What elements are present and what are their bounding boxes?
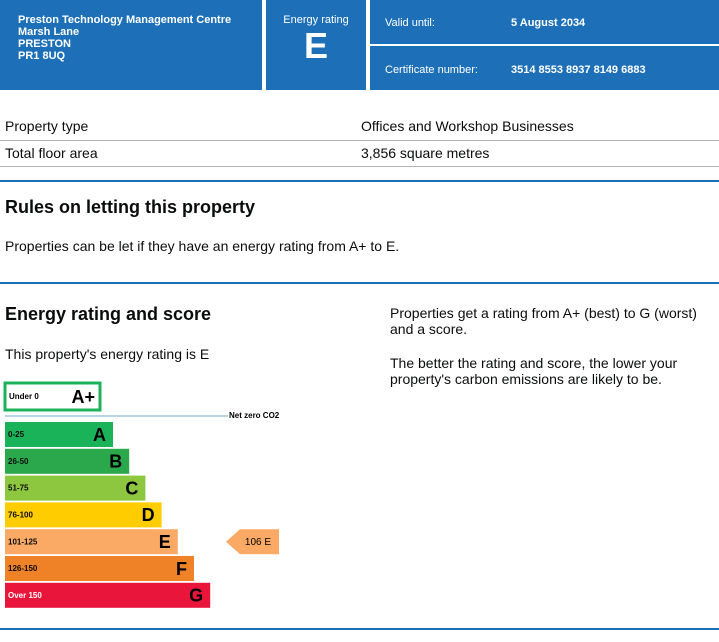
band-letter: C — [125, 478, 138, 498]
band-range: Under 0 — [9, 392, 39, 401]
band-bar — [5, 556, 194, 581]
band-bar — [5, 448, 130, 474]
valid-label: Valid until: — [385, 17, 435, 29]
band-bar — [5, 475, 146, 501]
band-bar — [5, 582, 211, 608]
address-line: PRESTON — [18, 38, 71, 50]
section-title: Energy rating and score — [5, 304, 212, 324]
section-title: Rules on letting this property — [5, 197, 256, 217]
valid-value: 5 August 2034 — [511, 17, 586, 29]
band-box — [3, 381, 102, 412]
band-range: 0-25 — [8, 430, 25, 439]
rating-label: Energy rating — [283, 14, 349, 26]
band-letter: A+ — [71, 387, 95, 407]
certificate-label: Certificate number: — [385, 64, 478, 76]
row-divider — [0, 166, 719, 167]
band-range: 101-125 — [8, 537, 38, 546]
info-text: Properties get a rating from A+ (best) t… — [390, 305, 697, 337]
band-bar — [5, 529, 178, 555]
band-range: 76-100 — [8, 511, 33, 520]
current-pointer — [226, 529, 279, 555]
property-key: Property type — [5, 118, 89, 134]
address-line: PR1 8UQ — [18, 50, 66, 62]
band-range: 51-75 — [8, 484, 29, 493]
section-divider — [0, 180, 719, 182]
band-bar — [5, 422, 113, 447]
property-value: Offices and Workshop Businesses — [361, 118, 574, 134]
net-zero-label: Net zero CO2 — [229, 411, 280, 420]
rules-text: Properties can be let if they have an en… — [5, 238, 400, 254]
band-letter: D — [142, 505, 155, 525]
section-divider — [0, 628, 719, 630]
current-label: 106 E — [245, 537, 271, 548]
band-bar — [5, 502, 162, 528]
row-divider — [0, 140, 719, 141]
rating-box: Energy rating E — [266, 0, 366, 90]
band-letter: G — [189, 586, 203, 606]
band-letter: F — [176, 559, 187, 579]
address: Preston Technology Management Centre Mar… — [18, 14, 231, 62]
certificate-value: 3514 8553 8937 8149 6883 — [511, 64, 646, 76]
band-letter: A — [93, 425, 106, 445]
valid-box: Valid until: 5 August 2034 — [370, 0, 719, 44]
certificate-box: Certificate number: 3514 8553 8937 8149 … — [370, 46, 719, 90]
section-divider — [0, 282, 719, 284]
rating-text: This property's energy rating is E — [5, 346, 210, 362]
info-text: The better the rating and score, the low… — [390, 355, 678, 387]
band-range: 26-50 — [8, 457, 29, 466]
rating-chart: Under 0 A+ Net zero CO2 0-25 A 26-50 B 51-75 C 76… — [3, 381, 280, 608]
property-value: 3,856 square metres — [361, 145, 490, 161]
property-key: Total floor area — [5, 145, 98, 161]
address-line: Preston Technology Management Centre — [18, 14, 232, 26]
band-range: 126-150 — [8, 564, 38, 573]
address-box: Preston Technology Management Centre Mar… — [0, 0, 262, 90]
band-letter: B — [109, 452, 122, 472]
band-letter: E — [159, 532, 171, 552]
address-line: Marsh Lane — [18, 26, 80, 38]
rating-letter: E — [303, 25, 328, 66]
band-range: Over 150 — [8, 591, 42, 600]
